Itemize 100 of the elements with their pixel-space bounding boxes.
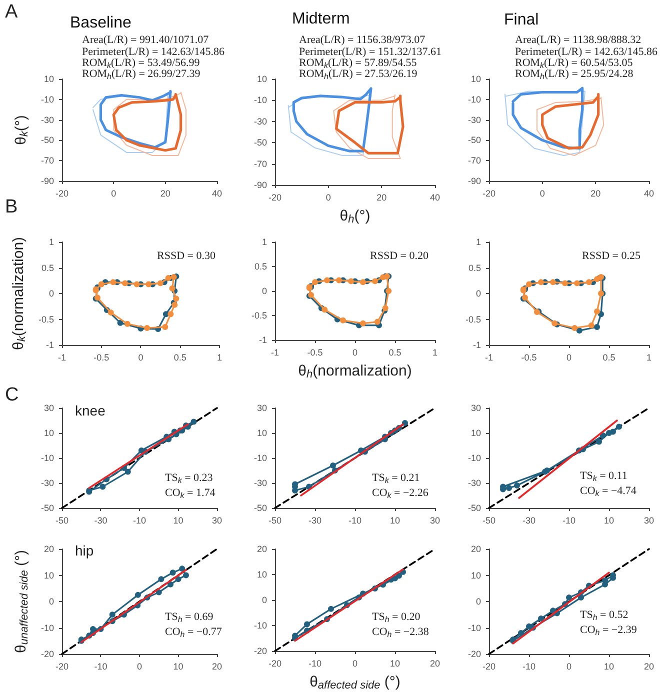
point	[134, 281, 140, 288]
x-tick-label: 10	[390, 658, 400, 668]
chart-title: Final	[504, 12, 539, 28]
x-tick-label: -0.5	[521, 352, 537, 362]
x-tick-label: 0	[352, 658, 358, 668]
point	[578, 594, 584, 601]
point	[550, 279, 556, 286]
text: Perimeter(L/R) = 151.32/137.61	[299, 46, 442, 58]
y-tick-label: 0	[262, 286, 267, 296]
x-tick-label: 40	[212, 188, 222, 198]
y-tick-label: -50	[254, 503, 267, 513]
x-tick-label: 10	[604, 516, 614, 526]
y-tick-label: 1	[48, 237, 54, 247]
point	[157, 280, 164, 286]
x-tick-label: -20	[55, 188, 69, 198]
y-tick-label: -50	[40, 503, 54, 513]
point	[168, 581, 174, 588]
y-axis-title: θk(normalization)	[10, 236, 28, 350]
point	[328, 606, 334, 612]
x-tick-label: -10	[522, 662, 536, 672]
y-tick-label: -10	[468, 622, 481, 633]
y-tick-label: -50	[254, 138, 267, 148]
point	[576, 328, 582, 334]
y-tick-label: 0.5	[254, 262, 267, 272]
y-tick-label: 30	[44, 403, 54, 413]
annotation: RSSD = 0.30	[157, 250, 216, 262]
y-tick-label: -30	[468, 478, 481, 488]
x-tick-label: -50	[55, 516, 69, 526]
point	[594, 324, 600, 330]
x-tick-label: 1	[432, 348, 438, 358]
y-tick-label: -0.5	[465, 314, 481, 324]
point	[586, 279, 592, 286]
x-tick-label: -20	[268, 658, 282, 668]
y-tick-label: -30	[254, 116, 267, 126]
text: Area(L/R) = 991.40/1071.07	[82, 34, 210, 46]
point	[173, 296, 180, 302]
annotation: RSSD = 0.20	[370, 250, 429, 262]
y-tick-label: -0.5	[38, 314, 54, 324]
point	[610, 428, 616, 435]
y-tick-label: -30	[40, 478, 54, 488]
point	[162, 324, 168, 330]
chart-title: Midterm	[292, 10, 350, 28]
x-tick-label: -30	[308, 516, 322, 526]
point	[574, 280, 580, 286]
y-tick-label: -50	[40, 135, 54, 146]
point	[588, 322, 594, 328]
y-tick-label: -10	[40, 453, 54, 463]
x-tick-label: 20	[212, 662, 222, 672]
point	[336, 277, 342, 284]
y-tick-label: -1	[258, 335, 267, 345]
y-tick-label: -10	[254, 453, 267, 463]
y-tick-label: -50	[468, 135, 481, 146]
y-tick-label: 10	[256, 428, 267, 438]
y-tick-label: -0.5	[251, 310, 267, 320]
point	[170, 274, 177, 280]
y-tick-label: -70	[254, 158, 267, 169]
point	[146, 281, 152, 288]
x-tick-label: 20	[644, 662, 654, 672]
y-tick-label: 10	[44, 428, 54, 438]
x-tick-label: 0	[566, 662, 572, 672]
point	[526, 281, 532, 288]
y-tick-label: 0	[48, 596, 54, 606]
x-tick-label: 0	[326, 192, 331, 202]
point	[600, 432, 606, 438]
point	[169, 285, 176, 292]
x-tick-label: -30	[94, 516, 108, 526]
text: B	[5, 196, 18, 218]
point	[138, 448, 144, 454]
x-tick-label: 1	[646, 352, 652, 362]
x-tick-label: 0	[138, 352, 144, 362]
point	[312, 279, 318, 286]
line-series	[536, 96, 604, 156]
y-tick-label: -90	[40, 176, 54, 186]
y-tick-label: 10	[256, 74, 267, 84]
y-tick-label: 30	[256, 403, 267, 413]
x-tick-label: 10	[173, 516, 184, 526]
x-tick-label: -1	[270, 348, 280, 358]
y-tick-label: -10	[254, 95, 267, 106]
x-tick-label: -10	[94, 662, 108, 672]
line-series	[541, 93, 600, 150]
x-tick-label: 30	[212, 516, 222, 526]
y-tick-label: 0	[48, 288, 54, 298]
x-tick-label: 0	[352, 348, 358, 358]
annotation: hip	[75, 542, 94, 559]
y-tick-label: -20	[254, 646, 267, 656]
point	[158, 576, 164, 582]
point	[170, 570, 176, 576]
x-tick-label: 10	[604, 662, 614, 672]
point	[324, 277, 330, 284]
point	[304, 621, 310, 628]
point	[330, 462, 336, 468]
y-tick-label: -70	[468, 156, 481, 166]
point	[572, 325, 578, 332]
point	[168, 311, 174, 318]
y-tick-label: -70	[40, 156, 54, 166]
x-tick-label: 10	[390, 516, 400, 526]
text: C	[5, 384, 19, 406]
point	[616, 424, 622, 430]
x-tick-label: -50	[268, 516, 282, 526]
y-tick-label: -1	[472, 340, 481, 350]
